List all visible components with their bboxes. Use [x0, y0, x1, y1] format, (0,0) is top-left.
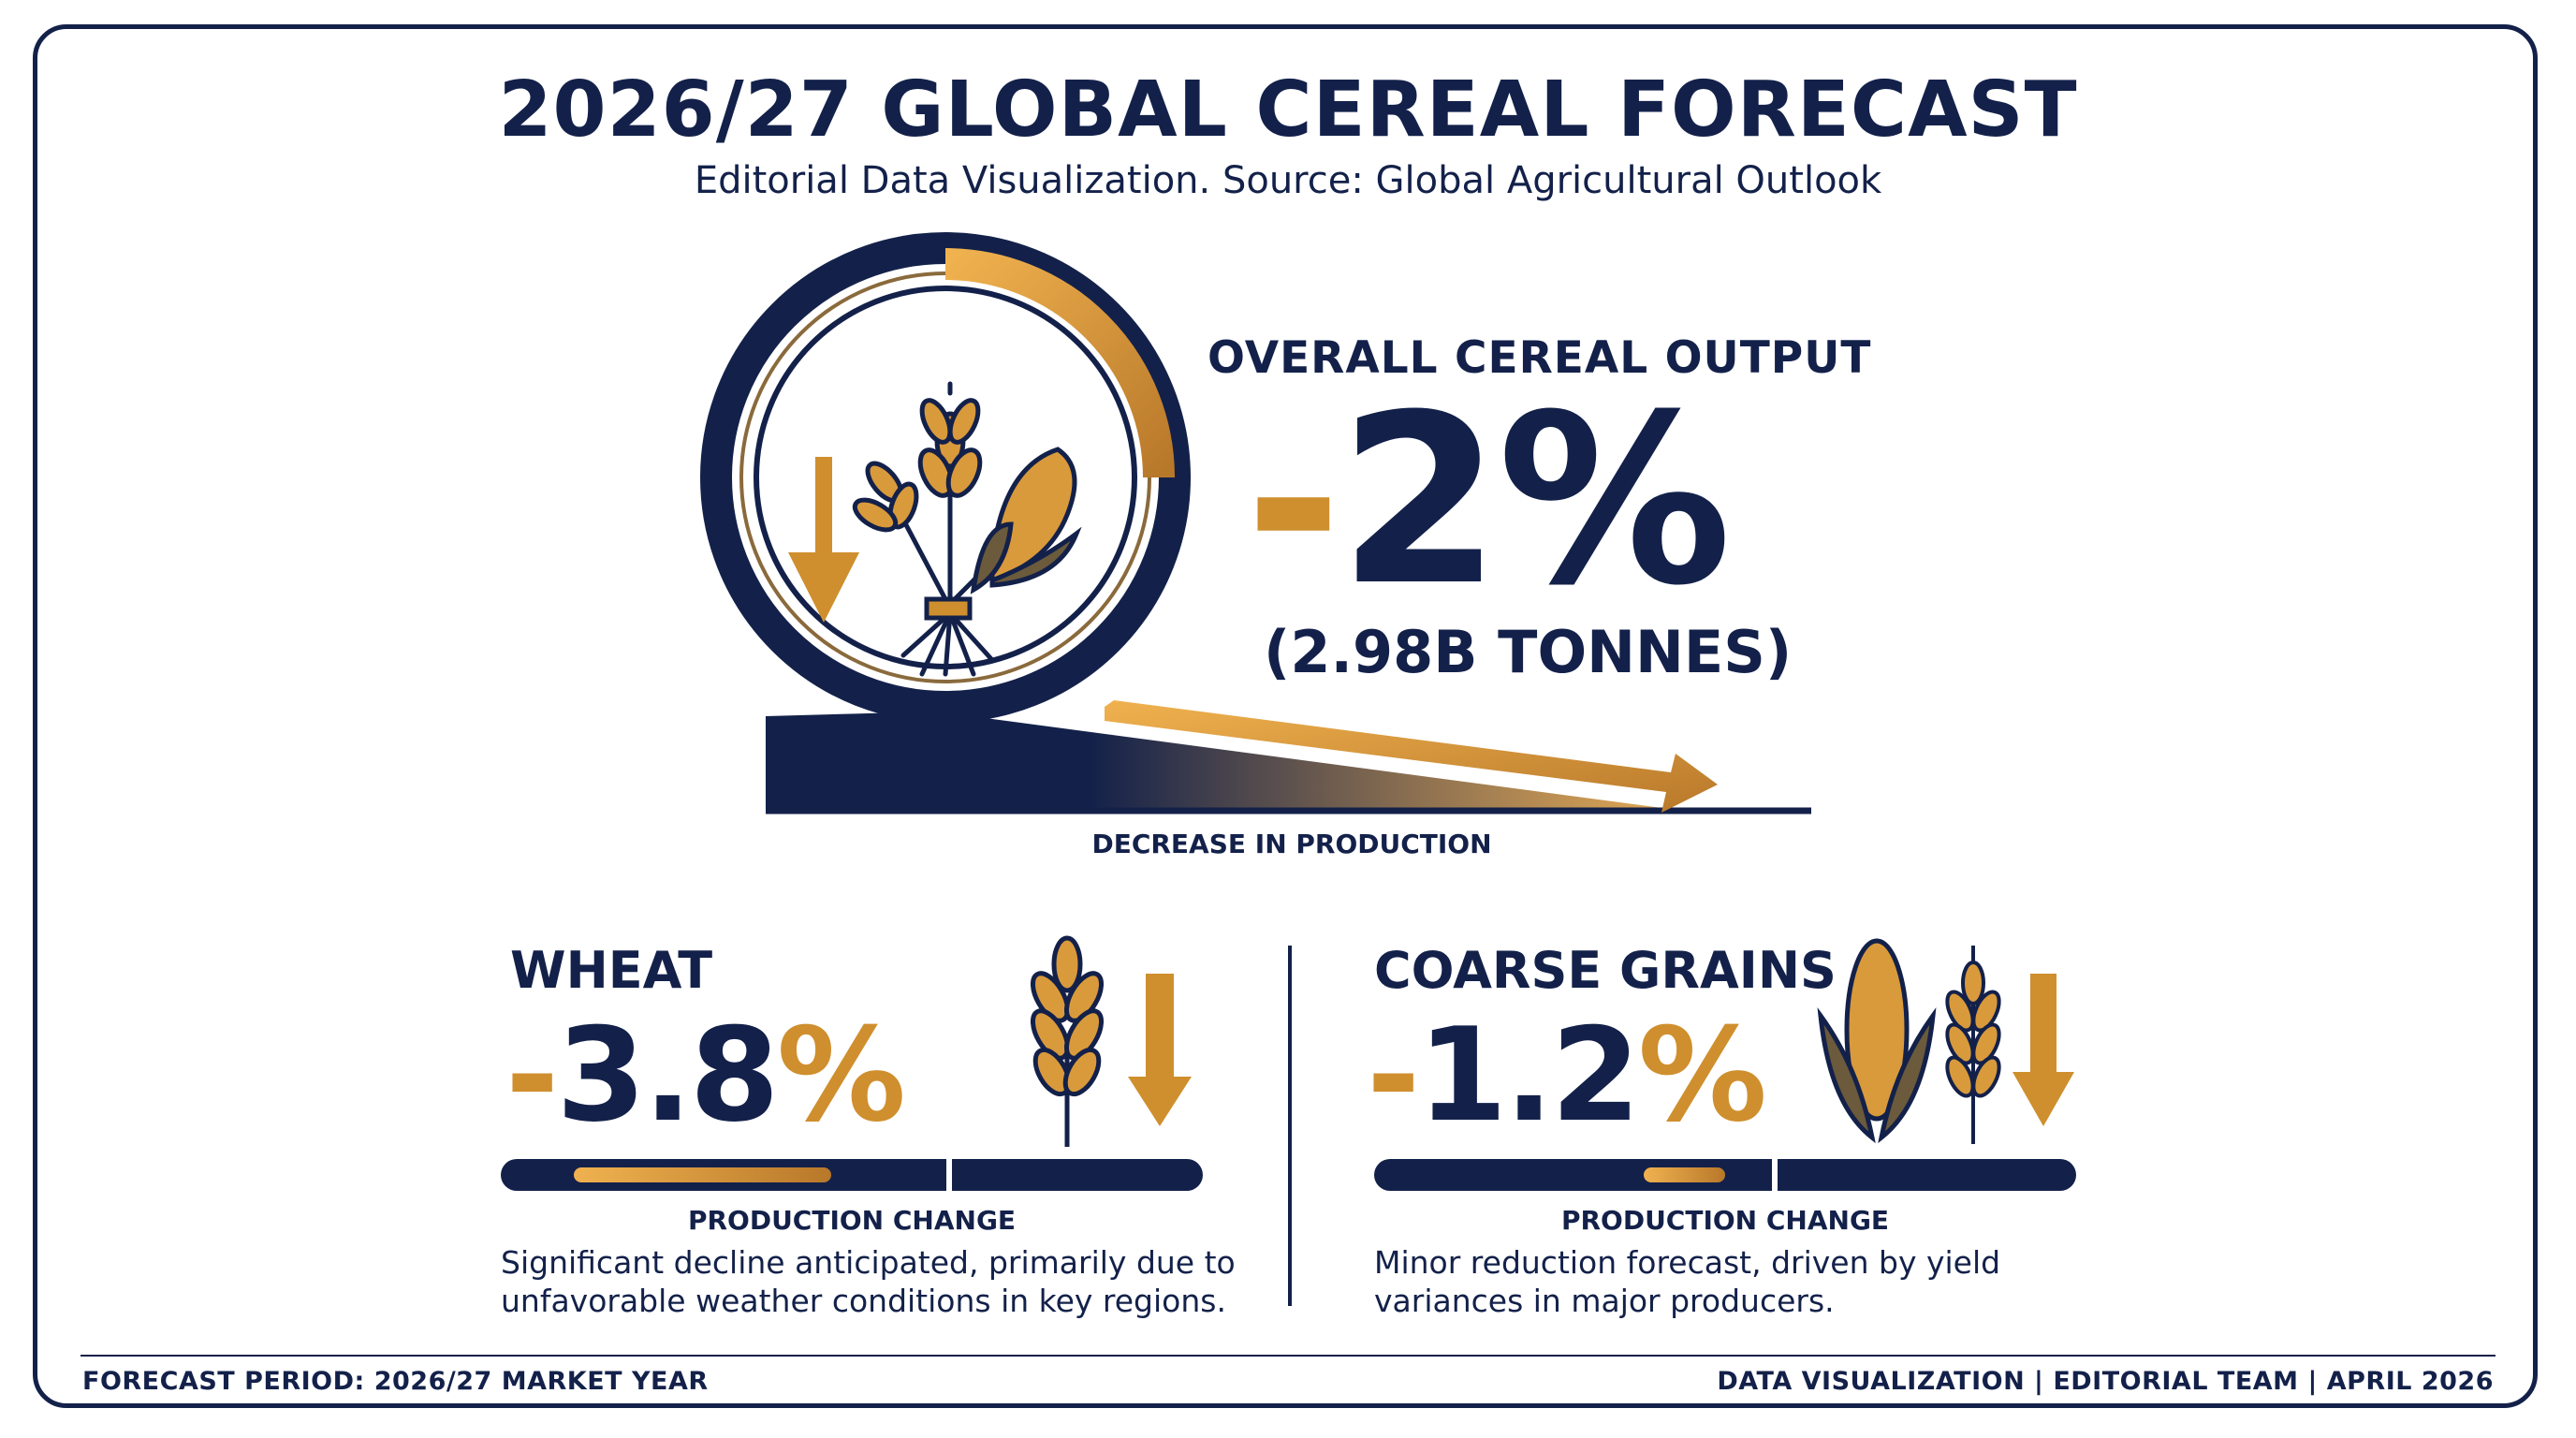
coarse-description-line1: Minor reduction forecast, driven by yiel… [1374, 1244, 2001, 1281]
coarse-grains-description: Minor reduction forecast, driven by yiel… [1374, 1243, 2000, 1320]
footer-divider [80, 1355, 2496, 1357]
wheat-description: Significant decline anticipated, primari… [501, 1243, 1236, 1320]
coarse-grains-title: COARSE GRAINS [1374, 941, 1837, 1000]
down-arrow-icon [788, 457, 859, 623]
overall-output-label: OVERALL CEREAL OUTPUT [1208, 332, 1872, 384]
wheat-bar-track [501, 1159, 1203, 1191]
overall-tonnes: (2.98B TONNES) [1264, 618, 1793, 686]
wheat-value: 3.8 [556, 1000, 779, 1151]
coarse-grains-bar-marker [1772, 1159, 1778, 1191]
decline-ramp [766, 712, 1694, 813]
page-subtitle: Editorial Data Visualization. Source: Gl… [694, 159, 1882, 202]
wheat-percent: -3.8% [505, 1011, 906, 1140]
ring-progress-arc [944, 248, 1175, 478]
wheat-percent-sign: % [776, 1000, 906, 1151]
coarse-value: 1.2 [1417, 1000, 1640, 1151]
cereal-bundle-icon [852, 381, 1082, 677]
wheat-production-label: PRODUCTION CHANGE [687, 1205, 1017, 1236]
infographic-frame [33, 24, 2538, 1408]
trend-arrow [1105, 700, 1718, 813]
section-divider [1288, 946, 1292, 1306]
coarse-grains-production-label: PRODUCTION CHANGE [1560, 1205, 1890, 1236]
coarse-grains-bar-track [1374, 1159, 2076, 1191]
wheat-sign: - [505, 1000, 559, 1151]
wheat-description-line1: Significant decline anticipated, primari… [501, 1244, 1236, 1281]
coarse-percent-sign: % [1637, 1000, 1767, 1151]
footer-right: DATA VISUALIZATION | EDITORIAL TEAM | AP… [1717, 1367, 2494, 1396]
coarse-grains-bar-fill [1644, 1167, 1725, 1182]
overall-sign: - [1245, 364, 1342, 637]
footer-left: FORECAST PERIOD: 2026/27 MARKET YEAR [82, 1367, 709, 1396]
wheat-description-line2: unfavorable weather conditions in key re… [501, 1283, 1226, 1319]
overall-value: 2% [1338, 364, 1732, 637]
decrease-label: DECREASE IN PRODUCTION [1091, 829, 1492, 859]
coarse-sign: - [1367, 1000, 1420, 1151]
wheat-bar-marker [946, 1159, 952, 1191]
overall-percent-value: -2% [1245, 384, 1732, 618]
wheat-title: WHEAT [510, 941, 713, 1000]
wheat-bar-fill [574, 1167, 831, 1182]
coarse-description-line2: variances in major producers. [1374, 1283, 1835, 1319]
coarse-grains-percent: -1.2% [1367, 1011, 1767, 1140]
page-title: 2026/27 GLOBAL CEREAL FORECAST [498, 66, 2078, 154]
